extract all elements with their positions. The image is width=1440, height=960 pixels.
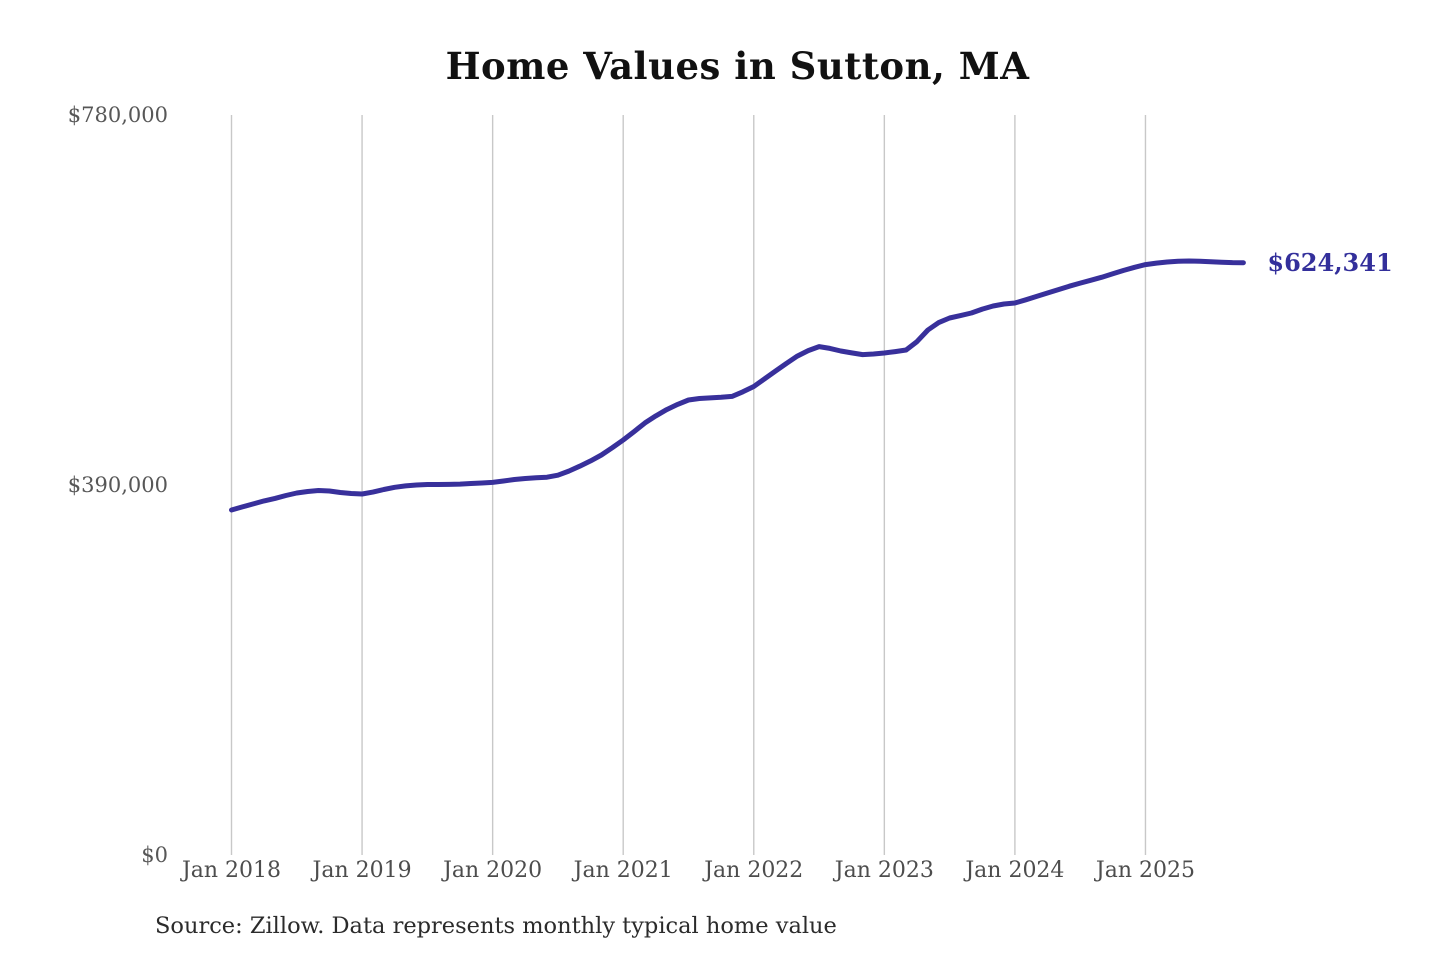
y-axis-tick-label: $390,000 bbox=[67, 473, 168, 497]
y-axis-tick-label: $0 bbox=[141, 843, 168, 867]
end-value-label: $624,341 bbox=[1267, 247, 1393, 277]
x-axis-tick-label: Jan 2024 bbox=[965, 858, 1065, 883]
home-value-line bbox=[229, 258, 1246, 513]
source-note: Source: Zillow. Data represents monthly … bbox=[155, 913, 837, 939]
x-axis-tick-label: Jan 2021 bbox=[573, 858, 673, 883]
chart-title: Home Values in Sutton, MA bbox=[445, 44, 1030, 88]
x-axis-tick-label: Jan 2018 bbox=[181, 858, 282, 883]
x-axis-tick-label: Jan 2025 bbox=[1095, 858, 1196, 883]
x-axis-tick-label: Jan 2023 bbox=[834, 858, 934, 883]
x-axis-tick-label: Jan 2020 bbox=[443, 858, 543, 883]
y-axis-tick-label: $780,000 bbox=[67, 103, 168, 127]
x-axis-tick-label: Jan 2022 bbox=[704, 858, 804, 883]
x-axis-tick-label: Jan 2019 bbox=[312, 858, 412, 883]
